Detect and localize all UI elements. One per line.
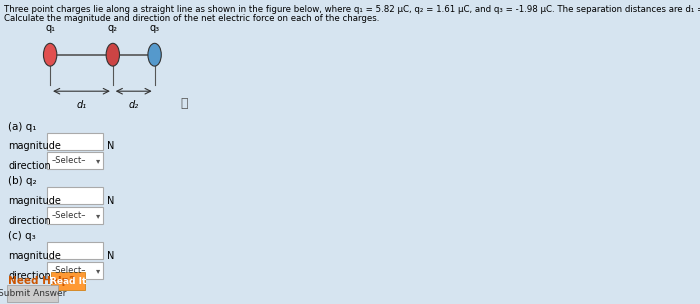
Text: direction: direction (8, 216, 51, 226)
Text: –Select–: –Select– (51, 211, 86, 220)
Text: d₁: d₁ (76, 100, 87, 110)
Text: Read It: Read It (50, 277, 86, 286)
Ellipse shape (43, 43, 57, 66)
Text: d₂: d₂ (129, 100, 139, 110)
Text: N: N (106, 196, 114, 206)
FancyBboxPatch shape (47, 242, 103, 259)
Text: q₁: q₁ (45, 23, 55, 33)
Text: q₃: q₃ (150, 23, 160, 33)
FancyBboxPatch shape (7, 285, 57, 302)
Text: magnitude: magnitude (8, 251, 61, 261)
Text: ⓘ: ⓘ (180, 97, 188, 110)
Text: N: N (106, 141, 114, 151)
FancyBboxPatch shape (47, 152, 103, 169)
FancyBboxPatch shape (47, 262, 103, 279)
Text: –Select–: –Select– (51, 266, 86, 275)
FancyBboxPatch shape (47, 133, 103, 150)
Text: –Select–: –Select– (51, 156, 86, 165)
FancyBboxPatch shape (51, 272, 85, 291)
Ellipse shape (106, 43, 120, 66)
Text: (b) q₂: (b) q₂ (8, 176, 37, 186)
Text: direction: direction (8, 161, 51, 171)
Text: ▾: ▾ (96, 266, 100, 275)
Text: Submit Answer: Submit Answer (0, 289, 66, 299)
Text: Three point charges lie along a straight line as shown in the figure below, wher: Three point charges lie along a straight… (4, 5, 700, 14)
Ellipse shape (148, 43, 161, 66)
Text: Calculate the magnitude and direction of the net electric force on each of the c: Calculate the magnitude and direction of… (4, 14, 379, 23)
Text: magnitude: magnitude (8, 141, 61, 151)
Text: (c) q₃: (c) q₃ (8, 231, 36, 241)
Text: q₂: q₂ (108, 23, 118, 33)
FancyBboxPatch shape (47, 207, 103, 224)
Text: magnitude: magnitude (8, 196, 61, 206)
FancyBboxPatch shape (47, 187, 103, 204)
Text: ▾: ▾ (96, 211, 100, 220)
Text: Need Help?: Need Help? (8, 276, 76, 286)
Text: ▾: ▾ (96, 156, 100, 165)
Text: N: N (106, 251, 114, 261)
Text: (a) q₁: (a) q₁ (8, 122, 37, 132)
Text: direction: direction (8, 271, 51, 281)
